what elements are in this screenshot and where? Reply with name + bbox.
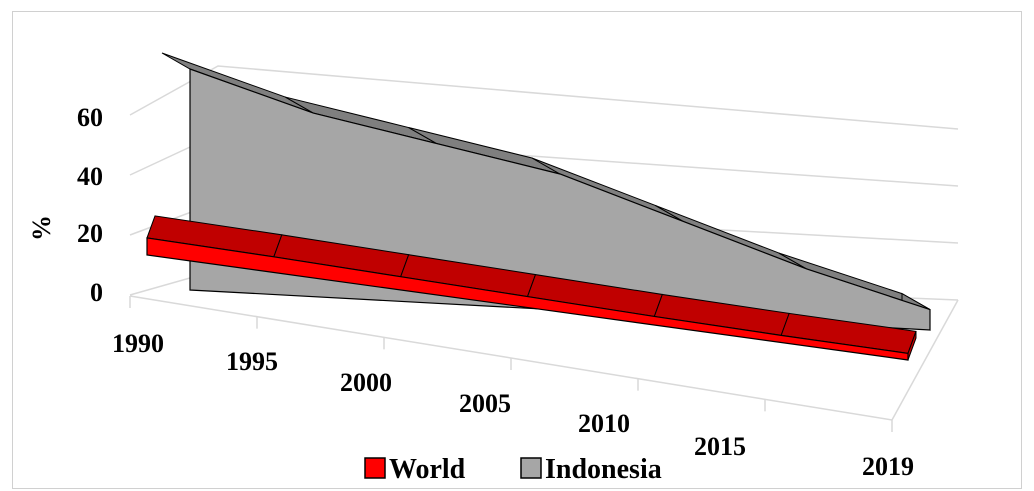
x-axis-ticks: 1990 1995 2000 2005 2010 2015 2019 [112,329,914,481]
y-tick-label: 40 [77,162,103,191]
x-tick-label: 2005 [459,389,511,418]
y-tick-label: 20 [77,219,103,248]
x-tick-label: 2015 [694,432,746,461]
floor-line [891,299,959,421]
x-tick-label: 1995 [226,347,278,376]
gridline [129,65,959,130]
legend-indonesia-label: Indonesia [545,454,662,485]
legend-world-swatch [364,457,386,479]
x-tick-label: 2019 [862,452,914,481]
x-tick-label: 2000 [340,368,392,397]
legend: World Indonesia [364,454,662,485]
y-tick-label: 0 [90,278,103,307]
y-tick-label: 60 [77,103,103,132]
x-tick-label: 2010 [578,409,630,438]
y-axis-ticks: 0 20 40 60 [77,103,103,307]
world-front-face [146,237,909,361]
y-axis-label: % [27,215,56,241]
series-world [146,215,917,361]
legend-indonesia-swatch [520,457,542,479]
legend-world-label: World [389,454,466,485]
x-tick-label: 1990 [112,329,164,358]
